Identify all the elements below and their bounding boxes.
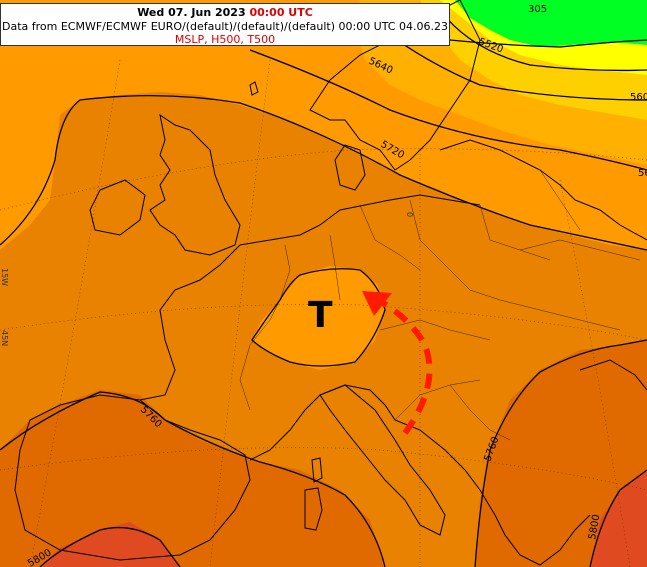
iberia bbox=[14, 394, 251, 561]
greece bbox=[494, 514, 591, 566]
adriatic-east bbox=[394, 419, 496, 516]
header-source: Data from ECMWF/ECMWF EURO/(default)/(de… bbox=[2, 20, 448, 33]
country-borders bbox=[239, 169, 641, 441]
low-pressure-symbol: T bbox=[308, 295, 333, 336]
france-atlantic bbox=[139, 244, 241, 401]
mainland-north bbox=[239, 194, 481, 246]
shetland bbox=[249, 81, 259, 96]
lime-region bbox=[455, 0, 647, 47]
coastlines bbox=[14, 0, 647, 566]
black-sea bbox=[579, 359, 647, 391]
header-time: 00:00 UTC bbox=[249, 6, 313, 19]
header-fields: MSLP, H500, T500 bbox=[174, 33, 276, 46]
contour-label-305: 305 bbox=[528, 4, 547, 15]
lat-label-45n: 45N bbox=[0, 330, 9, 346]
lon-label-15w: 15W bbox=[0, 268, 9, 286]
ireland bbox=[89, 179, 146, 236]
trajectory-arrowhead bbox=[362, 291, 392, 316]
contour-label-56: 56 bbox=[638, 168, 647, 179]
denmark bbox=[334, 144, 366, 191]
dark-orange-sw bbox=[0, 390, 385, 567]
header-date: Wed 07. Jun 2023 bbox=[137, 6, 246, 19]
sardinia bbox=[304, 487, 323, 531]
baltic-east bbox=[439, 139, 647, 241]
header-date-line: Wed 07. Jun 2023 00:00 UTC bbox=[1, 6, 449, 20]
low-center-area bbox=[252, 266, 385, 370]
trajectory-arrow bbox=[376, 297, 433, 435]
red-orange-se bbox=[590, 470, 647, 567]
contour-label-560: 560 bbox=[630, 92, 647, 103]
corsica bbox=[311, 457, 323, 483]
italy bbox=[319, 384, 446, 536]
contour-label-5800-se: 5800 bbox=[587, 514, 602, 541]
british-isles bbox=[149, 113, 241, 256]
lon-label-0: 0 bbox=[405, 212, 414, 217]
map-header: Wed 07. Jun 2023 00:00 UTC Data from ECM… bbox=[0, 3, 450, 46]
